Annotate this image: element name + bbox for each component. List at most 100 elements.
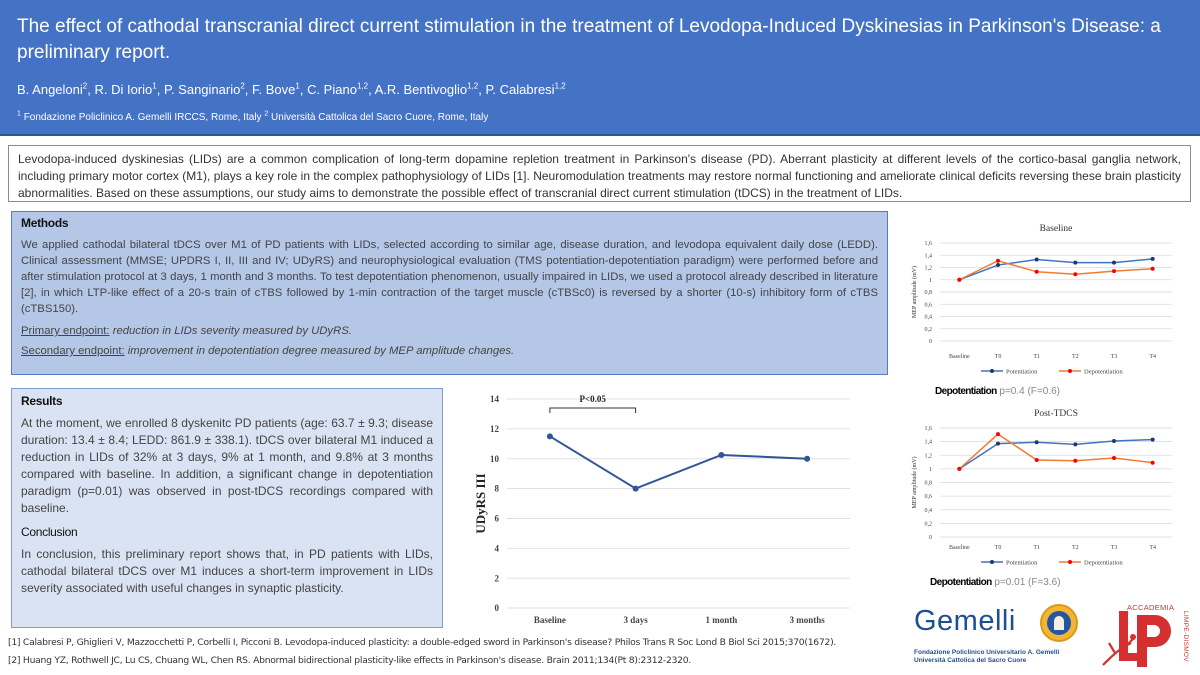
legend-label: Depotentiation [1084, 369, 1123, 376]
y-tick-label: 4 [495, 543, 500, 553]
methods-section: Methods We applied cathodal bilateral tD… [11, 211, 888, 375]
primary-endpoint-text: reduction in LIDs severity measured by U… [112, 325, 352, 337]
series-line-depotentiation [959, 259, 1153, 281]
y-tick-label: 1,6 [925, 241, 933, 247]
x-tick-label: T4 [1149, 354, 1156, 360]
affiliations: 1 Fondazione Policlinico A. Gemelli IRCC… [17, 110, 489, 123]
y-tick-label: 0 [929, 535, 932, 541]
methods-heading: Methods [21, 216, 69, 230]
y-tick-label: 10 [490, 454, 500, 464]
data-point [1034, 257, 1039, 262]
y-tick-label: 1,4 [925, 253, 933, 259]
y-axis-label: UDyRS III [473, 473, 488, 533]
data-point [1073, 458, 1078, 463]
y-tick-label: 1,4 [925, 440, 933, 446]
y-tick-label: 1 [929, 467, 932, 473]
secondary-endpoint-text: improvement in depotentiation degree mea… [127, 345, 515, 357]
y-tick-label: 0,2 [925, 521, 933, 527]
affiliation: Fondazione Policlinico A. Gemelli IRCCS,… [23, 112, 262, 123]
series-line-depotentiation [958, 433, 1153, 470]
data-point [1073, 260, 1078, 265]
y-tick-label: 0,6 [925, 302, 933, 308]
author: C. Piano [307, 82, 357, 97]
author: P. Sanginario [163, 82, 241, 97]
poster-header: The effect of cathodal transcranial dire… [0, 0, 1200, 136]
data-point [1112, 455, 1116, 460]
affil-sup: 2 [264, 110, 269, 118]
author: R. Di Iorio [94, 82, 153, 97]
y-tick-label: 1,2 [925, 453, 933, 459]
y-tick-label: 0,8 [925, 481, 933, 487]
chart-title: Baseline [1040, 224, 1073, 234]
author-affil-sup: 2 [240, 81, 245, 91]
stat-value: p=0.01 (F=3.6) [994, 577, 1061, 588]
gemelli-logo: Gemelli Fondazione Policlinico Universit… [912, 602, 1082, 668]
references: [1] Calabresi P, Ghiglieri V, Mazzocchet… [8, 637, 836, 673]
data-point [632, 485, 639, 492]
author-affil-sup: 1 [295, 81, 300, 91]
data-point [1112, 269, 1116, 274]
y-tick-label: 12 [490, 424, 500, 434]
data-point [996, 263, 1000, 268]
data-point [1112, 260, 1116, 265]
legend-label: Depotentiation [1084, 560, 1123, 567]
y-tick-label: 1 [929, 278, 932, 284]
x-tick-label: T4 [1149, 545, 1156, 551]
introduction-box: Levodopa-induced dyskinesias (LIDs) are … [8, 145, 1191, 202]
x-tick-label: T2 [1072, 354, 1079, 360]
x-tick-label: T0 [995, 545, 1002, 551]
affiliation: Università Cattolica del Sacro Cuore, Ro… [271, 112, 489, 123]
gemelli-subtitle-line: Università Cattolica del Sacro Cuore [914, 657, 1027, 664]
author-affil-sup: 1 [152, 81, 157, 91]
data-point [957, 466, 962, 471]
affil-sup: 1 [17, 110, 21, 118]
conclusion-heading: Conclusion [21, 525, 78, 539]
data-point [1034, 458, 1039, 463]
author-affil-sup: 2 [82, 81, 88, 91]
y-tick-label: 1,2 [925, 266, 933, 272]
gemelli-subtitle: Fondazione Policlinico Universitario A. … [914, 649, 1059, 665]
data-point [1150, 256, 1155, 261]
legend-marker [1068, 560, 1072, 564]
legend-marker [990, 560, 994, 564]
series-line-potentiation [958, 438, 1153, 470]
intro-text: Levodopa-induced dyskinesias (LIDs) are … [18, 152, 1181, 200]
stat-label: Depotentiation [935, 386, 997, 397]
y-tick-label: 0,6 [925, 494, 933, 500]
y-axis-label: MEP amplitude (mV) [911, 456, 918, 508]
primary-endpoint: Primary endpoint: reduction in LIDs seve… [21, 325, 878, 337]
x-tick-label: T2 [1072, 545, 1079, 551]
stat-label: Depotentiation [930, 577, 992, 588]
x-tick-label: Baseline [949, 354, 970, 360]
data-point [1150, 460, 1155, 465]
accademia-label: ACCADEMIA [1127, 603, 1175, 612]
x-tick-label: T3 [1111, 545, 1118, 551]
poster-title: The effect of cathodal transcranial dire… [17, 16, 1161, 63]
data-point [1150, 266, 1155, 271]
x-tick-label: T1 [1033, 545, 1040, 551]
stat-value: p=0.4 (F=0.6) [999, 386, 1060, 397]
series-line-udyrs iii [549, 435, 808, 490]
y-tick-label: 0,4 [925, 315, 933, 321]
legend-label: Potentiation [1006, 369, 1038, 376]
primary-endpoint-label: Primary endpoint: [21, 325, 110, 337]
university-seal-icon [1040, 604, 1078, 642]
author-list: B. Angeloni2, R. Di Iorio1, P. Sanginari… [17, 81, 566, 97]
y-tick-label: 14 [490, 394, 500, 404]
y-tick-label: 8 [495, 484, 500, 494]
data-point [546, 433, 553, 440]
post-depotentiation-stat: Depotentiation p=0.01 (F=3.6) [930, 577, 1061, 588]
accademia-emblem-icon [1102, 611, 1171, 667]
data-point [996, 432, 1000, 437]
reference-item: [2] Huang YZ, Rothwell JC, Lu CS, Chuang… [8, 655, 692, 666]
data-point [1150, 437, 1155, 442]
baseline-depotentiation-stat: Depotentiation p=0.4 (F=0.6) [935, 386, 1060, 397]
legend-marker [1068, 369, 1072, 373]
legend-label: Potentiation [1006, 560, 1038, 567]
results-section: Results At the moment, we enrolled 8 dys… [11, 388, 443, 628]
reference-item: [1] Calabresi P, Ghiglieri V, Mazzocchet… [8, 637, 837, 648]
x-tick-label: T0 [995, 354, 1002, 360]
udyrs-line-chart: 0 2 4 6 8 10 12 14 Baseline 3 days 1 month 3 months… [473, 394, 850, 625]
x-tick-label: 3 days [623, 615, 648, 625]
author-affil-sup: 1,2 [554, 81, 566, 91]
